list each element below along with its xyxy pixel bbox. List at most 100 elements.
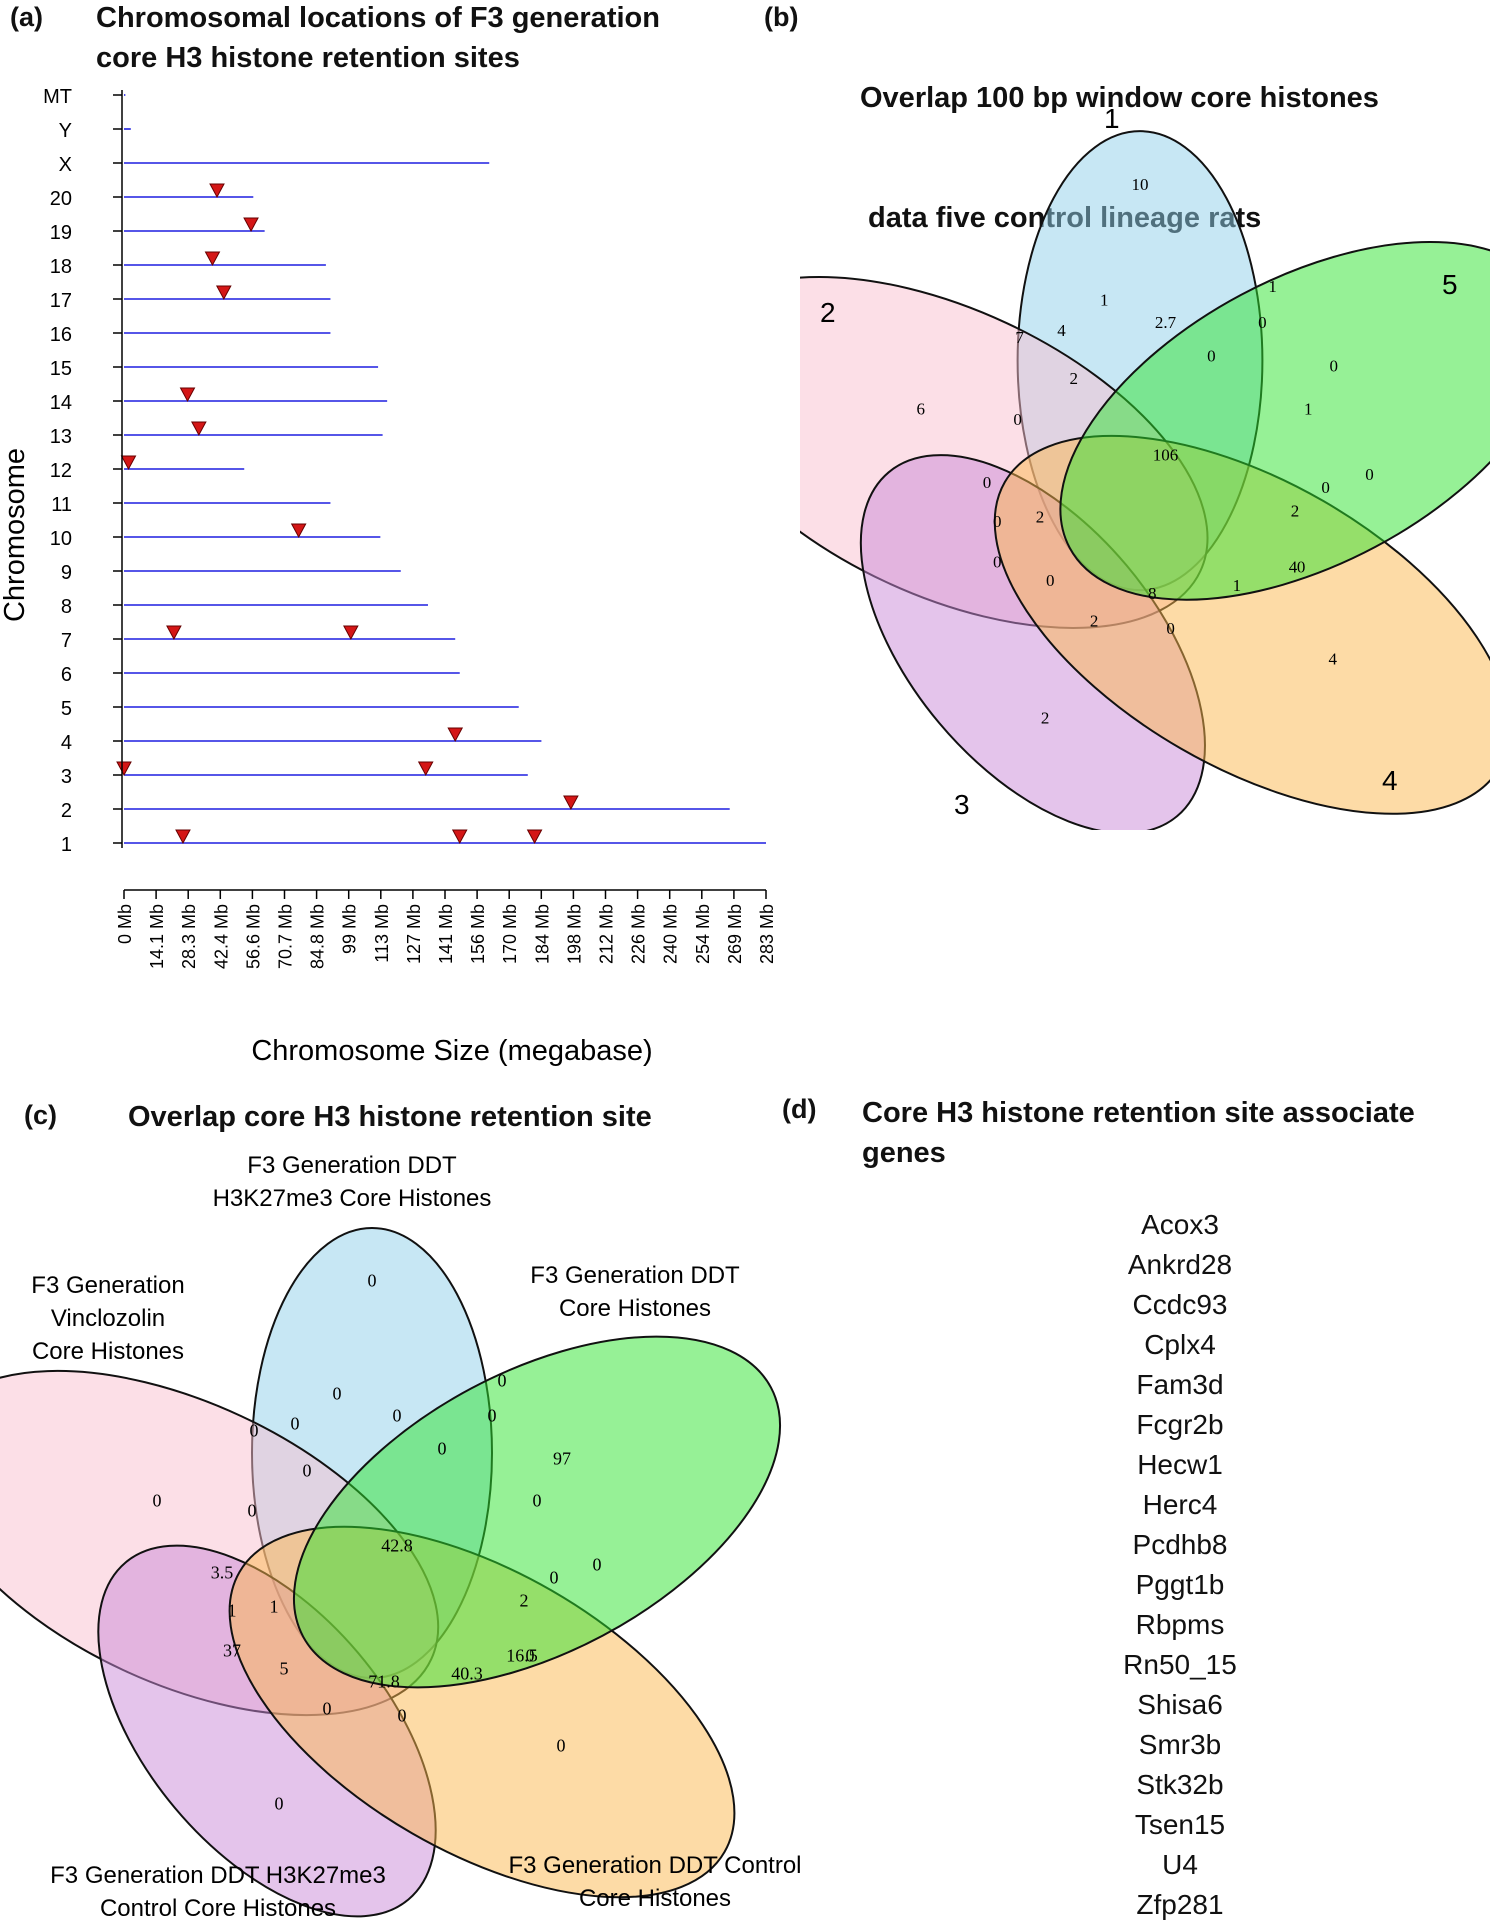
venn-b-set-label-1: 1 <box>1104 103 1120 134</box>
gene-item: Pggt1b <box>1135 1569 1225 1600</box>
venn-c-region-value-4: 0 <box>393 1405 402 1425</box>
venn-c-region-value-16: 3.5 <box>211 1562 234 1582</box>
venn-b-set-label-3: 3 <box>954 789 970 820</box>
chromosome-label-13: 13 <box>50 426 72 448</box>
venn-c-set-label-5-line-2: Core Histones <box>559 1295 711 1322</box>
retention-site-marker-chr20-1 <box>209 183 225 199</box>
venn-b-region-value-27: 0 <box>1297 558 1306 577</box>
venn-c-set-label-5-line-1: F3 Generation DDT <box>530 1262 740 1289</box>
chromosome-label-3: 3 <box>61 766 72 788</box>
venn-b-region-value-30: 2 <box>1041 709 1050 728</box>
venn-c-set-label-1-line-2: H3K27me3 Core Histones <box>213 1185 492 1212</box>
chromosome-label-1: 1 <box>61 834 72 856</box>
chromosome-label-X: X <box>59 154 72 176</box>
chromosome-label-6: 6 <box>61 664 72 686</box>
x-tick-label-11: 156 Mb <box>468 904 488 964</box>
retention-site-marker-chr7-1 <box>166 625 182 641</box>
chromosome-label-12: 12 <box>50 460 72 482</box>
chromosome-label-16: 16 <box>50 324 72 346</box>
gene-item: Pcdhb8 <box>1132 1529 1228 1560</box>
venn-c-region-value-12: 0 <box>248 1500 257 1520</box>
retention-site-marker-chr18-1 <box>204 251 221 267</box>
venn-c-region-value-19: 2 <box>520 1590 529 1610</box>
chromosome-label-19: 19 <box>50 222 72 244</box>
x-tick-label-9: 127 Mb <box>404 904 424 964</box>
venn-b-region-value-20: 0 <box>1365 465 1374 484</box>
x-tick-label-19: 269 Mb <box>725 904 745 964</box>
venn-c-set-label-3-line-1: F3 Generation DDT H3K27me3 <box>50 1862 386 1889</box>
panel-c-title: Overlap core H3 histone retention site <box>128 1101 652 1133</box>
venn-c-set-label-2-line-2: Vinclozolin <box>51 1305 165 1332</box>
venn-b-region-value-26: 2 <box>1090 612 1099 631</box>
x-tick-label-20: 283 Mb <box>757 904 777 964</box>
gene-item: U4 <box>1162 1849 1198 1880</box>
x-tick-label-2: 28.3 Mb <box>179 904 199 969</box>
gene-item: Ankrd28 <box>1127 1249 1233 1280</box>
venn-b-region-value-17: 0 <box>993 512 1002 531</box>
x-axis-label: Chromosome Size (megabase) <box>251 1035 652 1067</box>
x-tick-label-4: 56.6 Mb <box>243 904 263 969</box>
gene-item: Zfp281 <box>1136 1889 1224 1920</box>
chromosome-label-9: 9 <box>61 562 72 584</box>
venn-c-region-value-28: 0 <box>398 1705 407 1725</box>
venn-c-set-label-2-line-3: Core Histones <box>32 1338 184 1365</box>
gene-item: Cplx4 <box>1144 1329 1216 1360</box>
gene-item: Stk32b <box>1136 1769 1224 1800</box>
gene-item: Fam3d <box>1136 1369 1224 1400</box>
venn-c-set-ellipse-5 <box>292 1335 782 1689</box>
x-tick-label-1: 14.1 Mb <box>147 904 167 969</box>
venn-b-region-value-1: 10 <box>1132 175 1149 194</box>
venn-b-region-value-16: 0 <box>983 473 992 492</box>
chromosome-label-17: 17 <box>50 290 72 312</box>
gene-item: Hecw1 <box>1137 1449 1223 1480</box>
panel-a-title-line-2: core H3 histone retention sites <box>96 42 520 74</box>
x-tick-label-6: 84.8 Mb <box>308 904 328 969</box>
venn-c-region-value-27: 0 <box>526 1645 535 1665</box>
chromosome-map-chart: MT YX 20 19 18 17 16 15 14 13 12 11 10 9 8 7 6 5 4 3 2 1 Chrom… <box>0 86 777 1067</box>
venn-c-region-value-24: 40.3 <box>451 1663 483 1683</box>
panel-d-title-line-2: genes <box>862 1137 946 1169</box>
venn-b-set-ellipse-5 <box>1059 240 1490 601</box>
retention-site-marker-chr19-1 <box>243 217 259 233</box>
venn-c-set-label-4-line-2: Core Histones <box>579 1885 731 1912</box>
gene-item: Herc4 <box>1142 1489 1218 1520</box>
venn-b-region-value-2: 1 <box>1100 290 1109 309</box>
chromosome-label-2: 2 <box>61 800 72 822</box>
venn-c-region-value-21: 37 <box>223 1640 241 1660</box>
retention-site-marker-chr7-2 <box>343 625 359 641</box>
venn-b-region-value-28: 0 <box>1166 619 1175 638</box>
venn-b-region-value-6: 7 <box>1015 328 1024 347</box>
x-tick-label-12: 170 Mb <box>500 904 520 964</box>
gene-item: Rn50_15 <box>1123 1649 1237 1680</box>
venn-c-region-value-26: 0 <box>323 1698 332 1718</box>
x-tick-label-5: 70.7 Mb <box>276 904 296 969</box>
venn-b-region-value-29: 4 <box>1329 649 1338 668</box>
venn-b-region-value-23: 8 <box>1148 584 1157 603</box>
x-tick-label-10: 141 Mb <box>436 904 456 964</box>
venn-b-region-value-22: 0 <box>1046 571 1055 590</box>
chromosome-label-15: 15 <box>50 358 72 380</box>
chromosome-label-20: 20 <box>50 188 72 210</box>
venn-c-region-value-23: 71.8 <box>368 1671 400 1691</box>
venn-b-set-label-4: 4 <box>1382 765 1398 796</box>
venn-c-region-value-18: 1 <box>270 1596 279 1616</box>
retention-site-marker-chr3-2 <box>417 761 434 777</box>
gene-item: Tsen15 <box>1134 1809 1226 1840</box>
x-tick-label-14: 198 Mb <box>564 904 584 964</box>
y-axis-label: Chromosome <box>0 448 31 622</box>
venn-c-region-value-25: 16.5 <box>506 1645 538 1665</box>
panel-c-label: (c) <box>24 1100 57 1130</box>
venn-c-region-value-7: 0 <box>291 1413 300 1433</box>
venn-b-region-value-11: 6 <box>916 400 925 419</box>
venn-b-region-value-9: 2 <box>1069 369 1078 388</box>
gene-item: Ccdc93 <box>1132 1289 1228 1320</box>
chromosome-label-Y: Y <box>59 120 72 142</box>
retention-site-marker-chr12-1 <box>120 455 137 471</box>
chromosome-label-MT: MT <box>43 86 72 108</box>
panel-a-label: (a) <box>10 2 43 32</box>
venn-b-set-label-2: 2 <box>820 297 836 328</box>
venn-c-set-label-2-line-1: F3 Generation <box>31 1272 184 1299</box>
panel-d-label: (d) <box>782 1094 817 1124</box>
chromosome-label-18: 18 <box>50 256 72 278</box>
